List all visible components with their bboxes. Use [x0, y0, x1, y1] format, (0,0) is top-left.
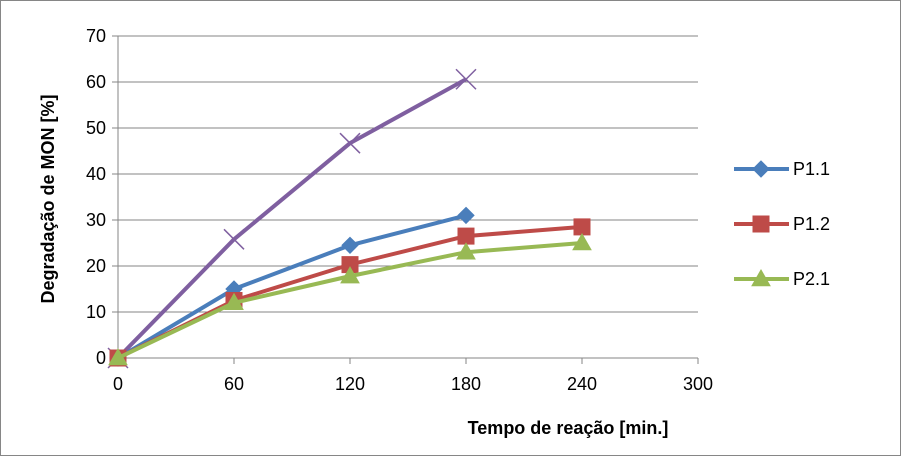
y-tick-label-30: 30	[86, 210, 106, 230]
data-point-0-1	[223, 228, 245, 250]
y-tick-label-20: 20	[86, 256, 106, 276]
axes: 0 10 20 30 40 50 60 70 0 60 120 180 240 300	[86, 26, 713, 394]
data-point-0-2	[339, 132, 361, 154]
data-point-0-2-stroke-b	[339, 132, 361, 154]
data-point-1-2	[341, 236, 359, 255]
data-point-1-3	[457, 206, 475, 225]
y-tick-label-50: 50	[86, 118, 106, 138]
y-tick-label-0: 0	[96, 348, 106, 368]
data-point-2-4	[573, 218, 591, 236]
data-point-2-3	[457, 227, 475, 245]
legend-label-0: P1.1	[793, 159, 830, 179]
legend-item-P1.2: P1.2	[734, 214, 830, 234]
series-unlabeled-0	[107, 68, 477, 369]
data-point-3-2	[340, 266, 360, 284]
legend-item-P1.1: P1.1	[734, 159, 830, 179]
y-tick-label-10: 10	[86, 302, 106, 322]
y-axis-title: Degradação de MON [%]	[38, 94, 58, 303]
data-point-3-1	[224, 292, 244, 311]
y-tick-label-70: 70	[86, 26, 106, 46]
y-tick-label-60: 60	[86, 72, 106, 92]
x-tick-label-60: 60	[224, 374, 244, 394]
gridlines	[118, 35, 698, 313]
series-line-0	[116, 77, 467, 360]
data-point-0-3-stroke-b	[455, 68, 477, 90]
x-axis-title: Tempo de reação [min.]	[468, 418, 669, 438]
legend-marker-2	[751, 268, 771, 287]
legend-marker-1	[752, 215, 770, 233]
legend-item-P2.1: P2.1	[734, 268, 830, 289]
x-tick-label-240: 240	[567, 374, 597, 394]
legend-marker-0	[752, 160, 770, 178]
y-tick-label-40: 40	[86, 164, 106, 184]
x-tick-label-300: 300	[683, 374, 713, 394]
legend-label-1: P1.2	[793, 214, 830, 234]
series-P1.1	[109, 206, 475, 367]
x-tick-label-120: 120	[335, 374, 365, 394]
series-line-1	[116, 213, 467, 360]
data-point-3-3	[456, 242, 476, 260]
data-point-0-3	[455, 68, 477, 90]
legend-label-2: P2.1	[793, 269, 830, 289]
x-tick-label-180: 180	[451, 374, 481, 394]
data-point-3-4	[572, 232, 592, 251]
legend: P1.1 P1.2 P2.1	[734, 159, 830, 289]
data-point-0-1-stroke-b	[223, 228, 245, 250]
data-point-3-0	[108, 347, 128, 366]
plot-series	[107, 68, 592, 369]
series-P2.1	[108, 232, 592, 366]
x-tick-label-0: 0	[113, 374, 123, 394]
